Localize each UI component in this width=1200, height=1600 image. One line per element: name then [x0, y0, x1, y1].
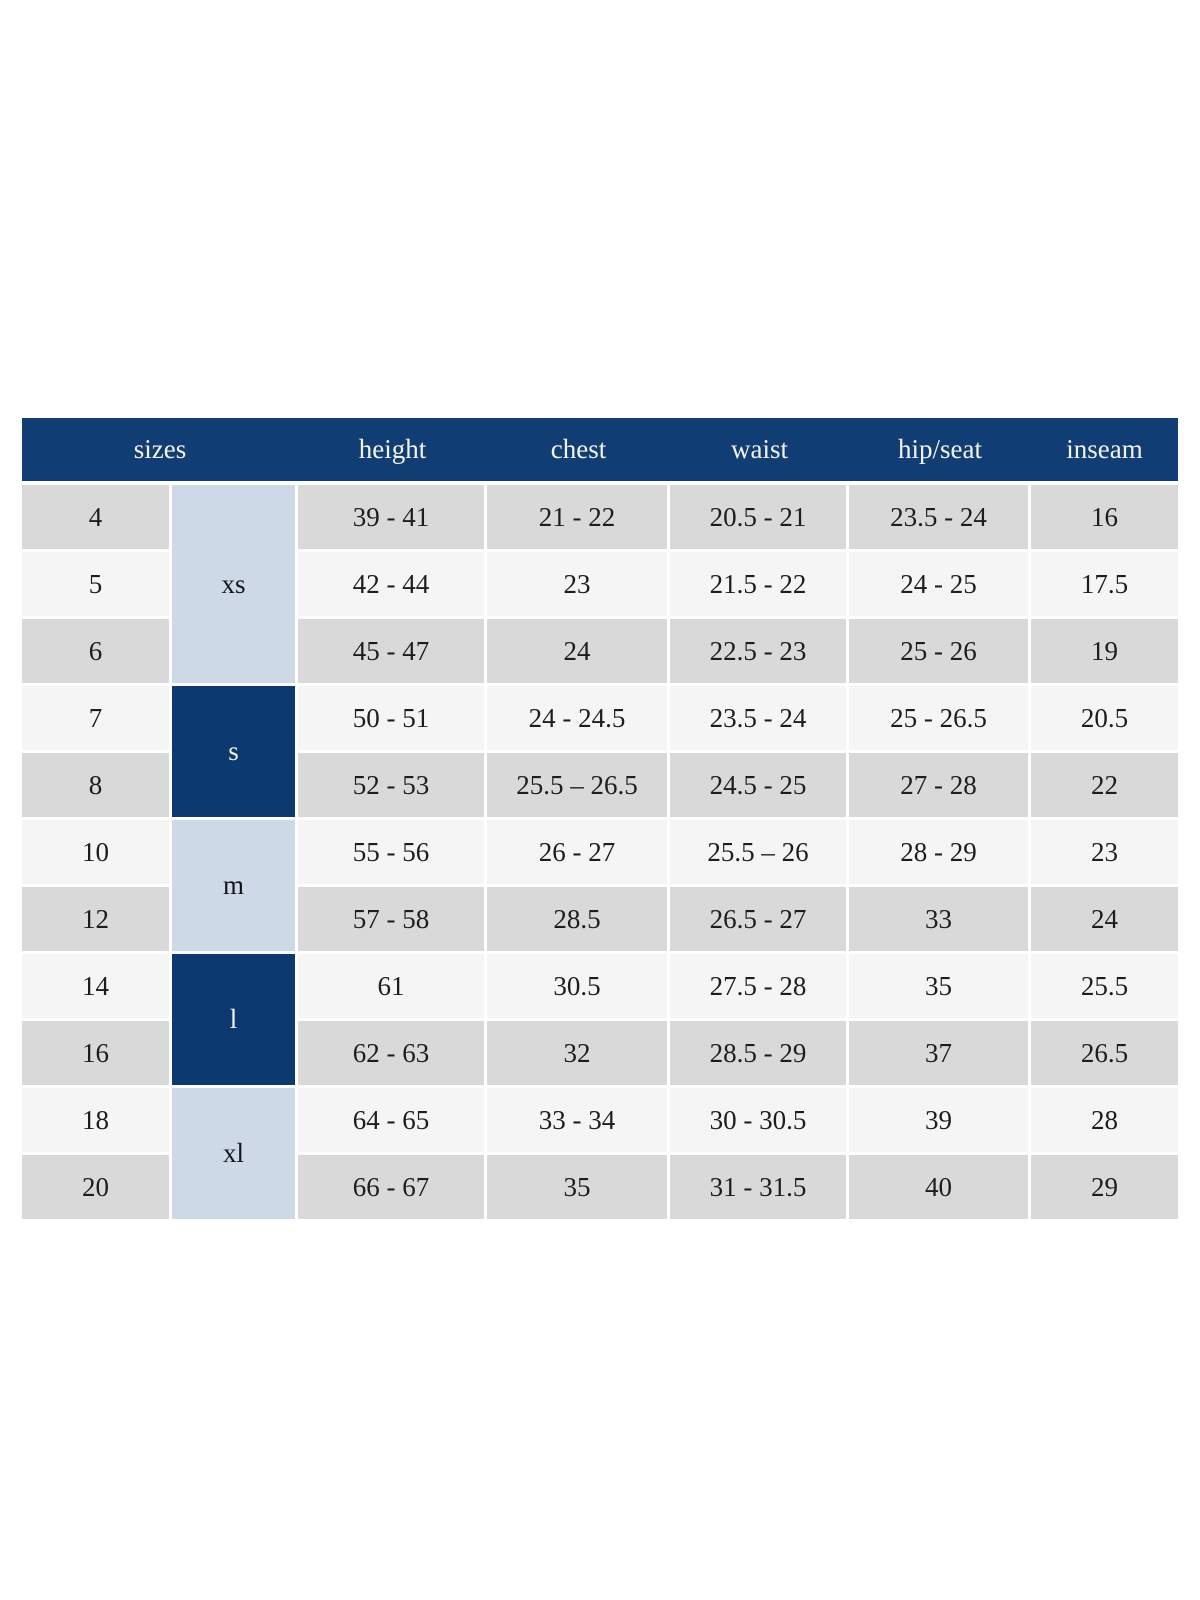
- waist-cell: 28.5 - 29: [670, 1021, 846, 1085]
- height-cell: 42 - 44: [298, 552, 484, 616]
- hip-seat-cell: 35: [849, 954, 1028, 1018]
- size-cell: 7: [22, 686, 169, 750]
- height-cell: 66 - 67: [298, 1155, 484, 1219]
- inseam-cell: 16: [1031, 485, 1178, 549]
- size-cell: 10: [22, 820, 169, 884]
- height-cell: 45 - 47: [298, 619, 484, 683]
- chest-cell: 30.5: [487, 954, 667, 1018]
- header-sizes: sizes: [133, 434, 187, 464]
- hip-seat-cell: 37: [849, 1021, 1028, 1085]
- inseam-cell: 22: [1031, 753, 1178, 817]
- height-cell: 57 - 58: [298, 887, 484, 951]
- hip-seat-cell: 39: [849, 1088, 1028, 1152]
- inseam-cell: 19: [1031, 619, 1178, 683]
- waist-cell: 24.5 - 25: [670, 753, 846, 817]
- hip-seat-cell: 25 - 26: [849, 619, 1028, 683]
- chest-cell: 26 - 27: [487, 820, 667, 884]
- chest-cell: 33 - 34: [487, 1088, 667, 1152]
- height-cell: 55 - 56: [298, 820, 484, 884]
- inseam-cell: 29: [1031, 1155, 1178, 1219]
- hip-seat-cell: 40: [849, 1155, 1028, 1219]
- chest-cell: 21 - 22: [487, 485, 667, 549]
- size-cell: 16: [22, 1021, 169, 1085]
- height-cell: 64 - 65: [298, 1088, 484, 1152]
- header-waist: waist: [731, 434, 788, 464]
- chest-cell: 25.5 – 26.5: [487, 753, 667, 817]
- waist-cell: 20.5 - 21: [670, 485, 846, 549]
- hip-seat-cell: 33: [849, 887, 1028, 951]
- chest-cell: 24: [487, 619, 667, 683]
- size-chart-table: sizes height chest waist hip/seat inseam…: [22, 418, 1178, 1219]
- size-cell: 20: [22, 1155, 169, 1219]
- size-cell: 14: [22, 954, 169, 1018]
- waist-cell: 26.5 - 27: [670, 887, 846, 951]
- inseam-cell: 28: [1031, 1088, 1178, 1152]
- waist-cell: 27.5 - 28: [670, 954, 846, 1018]
- size-group-s: s: [172, 686, 295, 817]
- inseam-cell: 25.5: [1031, 954, 1178, 1018]
- size-cell: 4: [22, 485, 169, 549]
- size-cell: 8: [22, 753, 169, 817]
- chest-cell: 35: [487, 1155, 667, 1219]
- waist-cell: 31 - 31.5: [670, 1155, 846, 1219]
- hip-seat-cell: 25 - 26.5: [849, 686, 1028, 750]
- inseam-cell: 20.5: [1031, 686, 1178, 750]
- table-header-row: sizes height chest waist hip/seat inseam: [22, 418, 1178, 481]
- size-group-xs: xs: [172, 485, 295, 683]
- hip-seat-cell: 23.5 - 24: [849, 485, 1028, 549]
- inseam-cell: 26.5: [1031, 1021, 1178, 1085]
- size-cell: 6: [22, 619, 169, 683]
- header-inseam: inseam: [1066, 434, 1143, 464]
- hip-seat-cell: 27 - 28: [849, 753, 1028, 817]
- height-cell: 61: [298, 954, 484, 1018]
- waist-cell: 23.5 - 24: [670, 686, 846, 750]
- size-cell: 18: [22, 1088, 169, 1152]
- height-cell: 39 - 41: [298, 485, 484, 549]
- waist-cell: 22.5 - 23: [670, 619, 846, 683]
- waist-cell: 30 - 30.5: [670, 1088, 846, 1152]
- header-height: height: [358, 434, 427, 464]
- chest-cell: 23: [487, 552, 667, 616]
- chest-cell: 28.5: [487, 887, 667, 951]
- header-chest: chest: [550, 434, 607, 464]
- inseam-cell: 23: [1031, 820, 1178, 884]
- inseam-cell: 17.5: [1031, 552, 1178, 616]
- table-body: xs s m l xl 4 39 - 41 21 - 22 20.5 - 21 …: [22, 485, 1178, 1219]
- height-cell: 50 - 51: [298, 686, 484, 750]
- waist-cell: 25.5 – 26: [670, 820, 846, 884]
- size-cell: 5: [22, 552, 169, 616]
- chest-cell: 32: [487, 1021, 667, 1085]
- header-hip-seat: hip/seat: [898, 434, 982, 464]
- size-cell: 12: [22, 887, 169, 951]
- height-cell: 62 - 63: [298, 1021, 484, 1085]
- chest-cell: 24 - 24.5: [487, 686, 667, 750]
- inseam-cell: 24: [1031, 887, 1178, 951]
- waist-cell: 21.5 - 22: [670, 552, 846, 616]
- height-cell: 52 - 53: [298, 753, 484, 817]
- hip-seat-cell: 28 - 29: [849, 820, 1028, 884]
- size-group-xl: xl: [172, 1088, 295, 1219]
- size-group-l: l: [172, 954, 295, 1085]
- size-group-m: m: [172, 820, 295, 951]
- hip-seat-cell: 24 - 25: [849, 552, 1028, 616]
